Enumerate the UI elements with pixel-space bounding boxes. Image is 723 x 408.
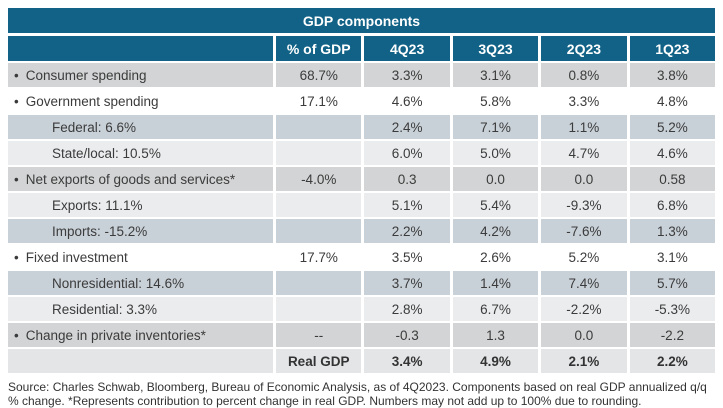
value-cell: 5.2% [629,115,716,139]
value-cell: 3.5% [364,245,450,269]
value-cell [276,297,362,321]
value-cell: 7.4% [541,271,627,295]
table-row: Real GDP 3.4% 4.9% 2.1% 2.2% [8,349,716,373]
header-row: % of GDP 4Q23 3Q23 2Q23 1Q23 [8,36,716,61]
value-cell: 5.1% [364,193,450,217]
value-cell: -5.3% [629,297,716,321]
column-header-2q23: 2Q23 [541,36,627,61]
value-cell: 3.3% [541,89,627,113]
value-cell: 2.8% [364,297,450,321]
value-cell: 4.9% [452,349,539,373]
row-label: Consumer spending [8,63,273,87]
value-cell: -2.2 [629,323,716,347]
value-cell: 3.3% [364,63,450,87]
table-row: Residential: 3.3% 2.8% 6.7% -2.2% -5.3% [8,297,716,321]
value-cell [276,193,362,217]
value-cell: 3.8% [629,63,716,87]
header-blank-cell [8,36,273,61]
value-cell [276,219,362,243]
row-label: Change in private inventories* [8,323,273,347]
value-cell: 5.7% [629,271,716,295]
table-row: Nonresidential: 14.6% 3.7% 1.4% 7.4% 5.7% [8,271,716,295]
value-cell: 1.4% [452,271,539,295]
value-cell: 3.4% [364,349,450,373]
row-label: Federal: 6.6% [8,115,273,139]
row-label: Residential: 3.3% [8,297,273,321]
value-cell: 17.1% [276,89,362,113]
value-cell: 6.0% [364,141,450,165]
value-cell [276,115,362,139]
value-cell: 17.7% [276,245,362,269]
value-cell: -- [276,323,362,347]
value-cell: 2.6% [452,245,539,269]
table-row: State/local: 10.5% 6.0% 5.0% 4.7% 4.6% [8,141,716,165]
value-cell: -0.3 [364,323,450,347]
value-cell: 2.2% [364,219,450,243]
table-row: Net exports of goods and services*-4.0%0… [8,167,716,191]
source-note: Source: Charles Schwab, Bloomberg, Burea… [8,380,707,408]
table-row: Imports: -15.2% 2.2% 4.2% -7.6% 1.3% [8,219,716,243]
row-label: Fixed investment [8,245,273,269]
value-cell: 0.58 [629,167,716,191]
value-cell: -2.2% [541,297,627,321]
value-cell: 5.8% [452,89,539,113]
row-label: Nonresidential: 14.6% [8,271,273,295]
row-label: Net exports of goods and services* [8,167,273,191]
value-cell: 5.0% [452,141,539,165]
row-label: Government spending [8,89,273,113]
column-header-pct-of-gdp: % of GDP [276,36,362,61]
row-label: Imports: -15.2% [8,219,273,243]
row-label: Exports: 11.1% [8,193,273,217]
value-cell: Real GDP [276,349,362,373]
value-cell: 1.1% [541,115,627,139]
value-cell: 3.1% [629,245,716,269]
value-cell: 4.8% [629,89,716,113]
value-cell: 0.0 [541,167,627,191]
value-cell: 3.7% [364,271,450,295]
value-cell: -4.0% [276,167,362,191]
value-cell: 6.8% [629,193,716,217]
value-cell: -9.3% [541,193,627,217]
value-cell: 2.2% [629,349,716,373]
value-cell: 2.4% [364,115,450,139]
table: GDP components % of GDP 4Q23 3Q23 2Q23 1… [8,8,716,373]
column-header-4q23: 4Q23 [364,36,450,61]
value-cell: 1.3 [452,323,539,347]
row-label: State/local: 10.5% [8,141,273,165]
value-cell: 0.0 [452,167,539,191]
value-cell: 0.8% [541,63,627,87]
table-row: Change in private inventories*---0.31.30… [8,323,716,347]
value-cell: 5.2% [541,245,627,269]
value-cell: 3.1% [452,63,539,87]
value-cell: 4.2% [452,219,539,243]
value-cell: 4.7% [541,141,627,165]
value-cell: 5.4% [452,193,539,217]
column-header-3q23: 3Q23 [452,36,539,61]
table-title: GDP components [8,8,715,33]
value-cell: 6.7% [452,297,539,321]
value-cell: -7.6% [541,219,627,243]
value-cell: 1.3% [629,219,716,243]
value-cell: 68.7% [276,63,362,87]
value-cell [276,141,362,165]
table-body: Consumer spending68.7%3.3%3.1%0.8%3.8%Go… [8,63,716,373]
value-cell: 4.6% [364,89,450,113]
table-row: Exports: 11.1% 5.1% 5.4% -9.3% 6.8% [8,193,716,217]
value-cell [276,271,362,295]
value-cell: 0.3 [364,167,450,191]
value-cell: 2.1% [541,349,627,373]
row-label [8,349,273,373]
value-cell: 7.1% [452,115,539,139]
table-row: Federal: 6.6% 2.4% 7.1% 1.1% 5.2% [8,115,716,139]
column-header-1q23: 1Q23 [629,36,716,61]
value-cell: 0.0 [541,323,627,347]
value-cell: 4.6% [629,141,716,165]
